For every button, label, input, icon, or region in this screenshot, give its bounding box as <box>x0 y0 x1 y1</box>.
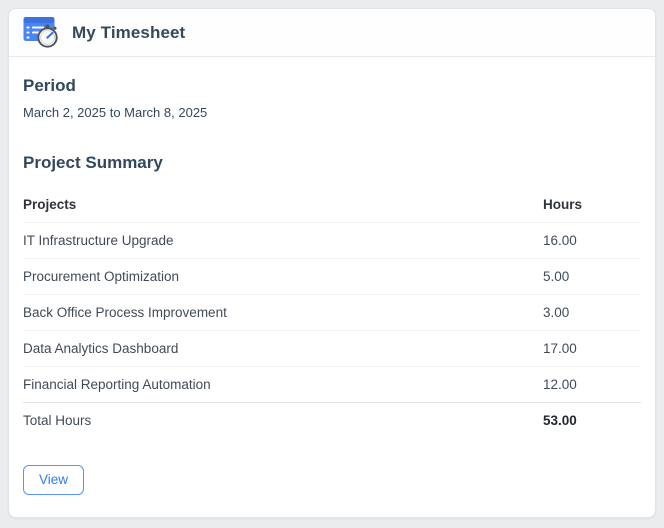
total-hours-value: 53.00 <box>543 413 577 428</box>
column-header-hours: Hours <box>543 197 583 212</box>
project-name-cell: Financial Reporting Automation <box>23 377 211 392</box>
card-header: My Timesheet <box>9 9 655 57</box>
project-summary-table: Projects Hours IT Infrastructure Upgrade… <box>23 187 641 438</box>
timesheet-icon <box>23 16 59 49</box>
project-hours-cell: 5.00 <box>543 269 570 284</box>
project-hours-cell: 3.00 <box>543 305 570 320</box>
period-heading: Period <box>23 76 76 95</box>
project-hours-cell: 12.00 <box>543 377 577 392</box>
card-body: Period March 2, 2025 to March 8, 2025 Pr… <box>9 76 655 509</box>
card-title: My Timesheet <box>72 22 186 42</box>
timesheet-card: My Timesheet Period March 2, 2025 to Mar… <box>8 8 656 518</box>
column-header-projects: Projects <box>23 197 77 212</box>
table-row: IT Infrastructure Upgrade 16.00 <box>23 223 641 259</box>
project-summary-section: Project Summary Projects Hours IT Infras… <box>23 153 641 495</box>
project-hours-cell: 16.00 <box>543 233 577 248</box>
project-hours-cell: 17.00 <box>543 341 577 356</box>
table-row: Procurement Optimization 5.00 <box>23 259 641 295</box>
table-row: Data Analytics Dashboard 17.00 <box>23 331 641 367</box>
project-name-cell: Procurement Optimization <box>23 269 180 284</box>
table-row: Back Office Process Improvement 3.00 <box>23 295 641 331</box>
total-label: Total Hours <box>23 413 92 428</box>
project-name-cell: Data Analytics Dashboard <box>23 341 179 356</box>
project-table-body: IT Infrastructure Upgrade 16.00 Procuremen… <box>23 223 641 403</box>
project-summary-heading: Project Summary <box>23 153 163 172</box>
project-name-cell: Back Office Process Improvement <box>23 305 227 320</box>
table-header-row: Projects Hours <box>23 187 641 223</box>
view-button[interactable]: View <box>23 465 85 495</box>
period-value: March 2, 2025 to March 8, 2025 <box>23 105 208 120</box>
period-section: Period March 2, 2025 to March 8, 2025 <box>23 76 641 120</box>
total-row: Total Hours 53.00 <box>23 402 641 438</box>
table-row: Financial Reporting Automation 12.00 <box>23 367 641 403</box>
project-name-cell: IT Infrastructure Upgrade <box>23 233 174 248</box>
